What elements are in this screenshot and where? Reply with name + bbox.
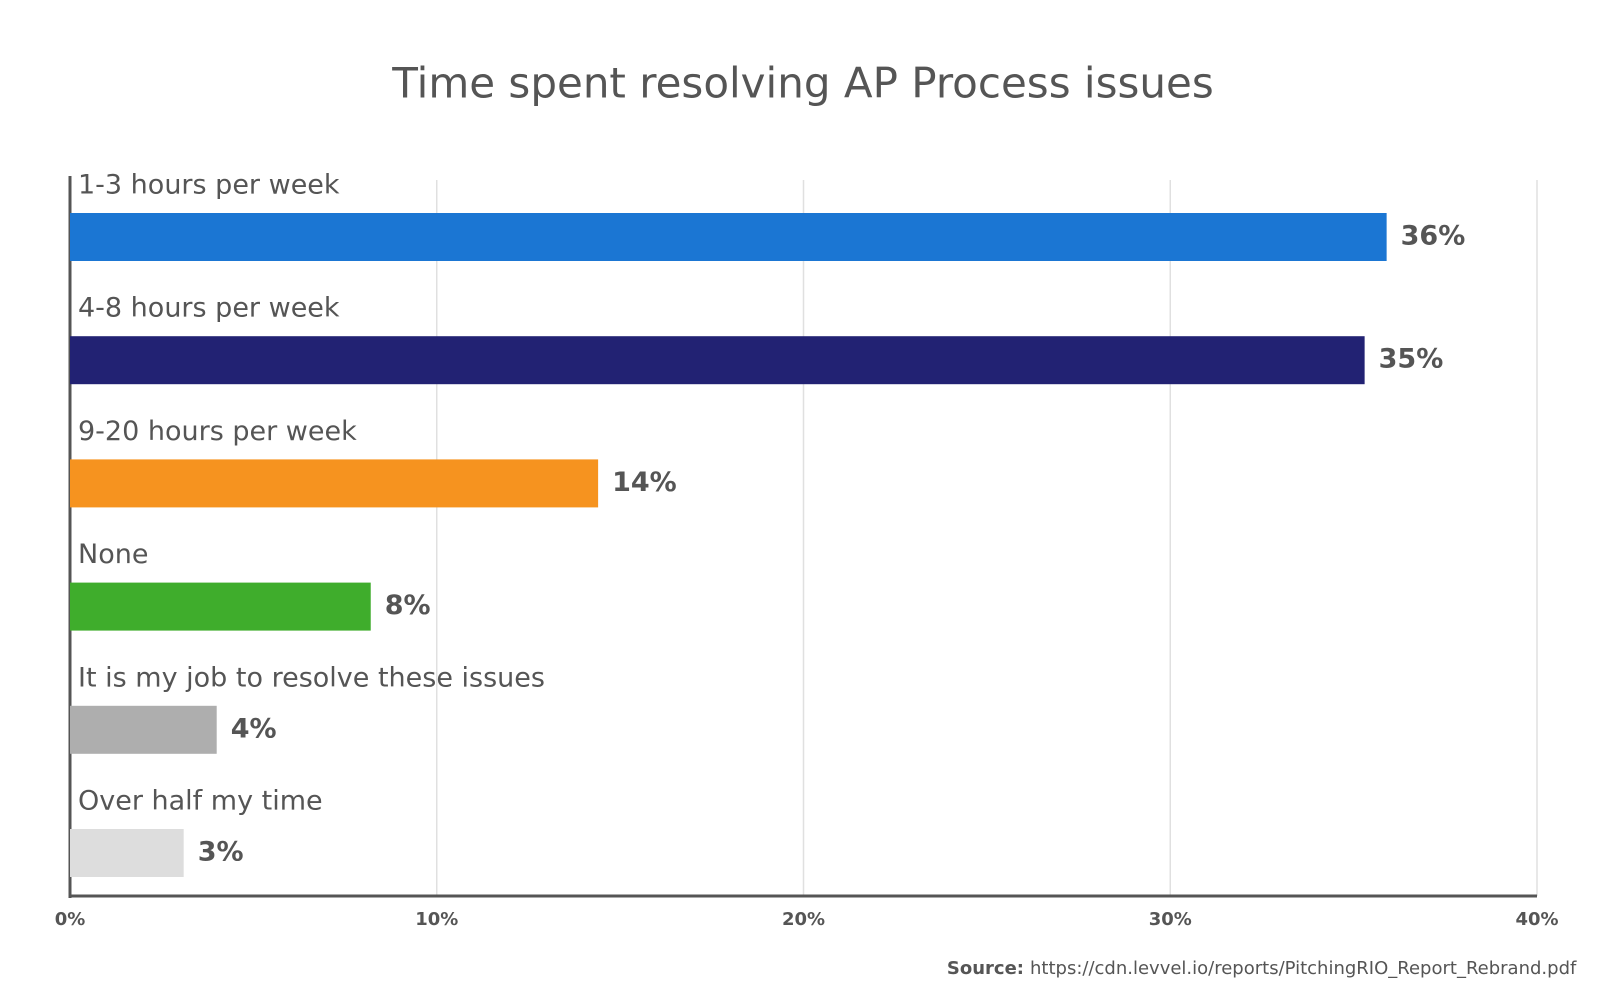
source-label: Source: — [947, 958, 1024, 979]
value-label: 35% — [1379, 344, 1444, 375]
bar — [70, 829, 184, 877]
category-label: 4-8 hours per week — [78, 293, 340, 324]
value-label: 36% — [1401, 221, 1466, 252]
category-label: None — [78, 539, 148, 570]
value-label: 14% — [612, 467, 677, 498]
bar — [70, 213, 1387, 261]
x-tick-label: 0% — [55, 909, 86, 930]
chart-title: Time spent resolving AP Process issues — [391, 59, 1213, 108]
x-tick-label: 30% — [1149, 909, 1192, 930]
x-tick-label: 10% — [415, 909, 458, 930]
category-label: Over half my time — [78, 786, 323, 817]
value-label: 4% — [231, 713, 277, 744]
value-label: 8% — [385, 590, 431, 621]
x-tick-label: 20% — [782, 909, 825, 930]
category-label: It is my job to resolve these issues — [78, 662, 545, 693]
x-tick-label: 40% — [1515, 909, 1558, 930]
value-label: 3% — [198, 837, 244, 868]
category-label: 1-3 hours per week — [78, 170, 340, 201]
bar — [70, 459, 599, 508]
category-label: 9-20 hours per week — [78, 416, 357, 447]
bar — [70, 582, 371, 631]
bar — [70, 336, 1365, 385]
bar — [70, 705, 217, 754]
source-url: https://cdn.levvel.io/reports/PitchingRI… — [1030, 958, 1577, 979]
